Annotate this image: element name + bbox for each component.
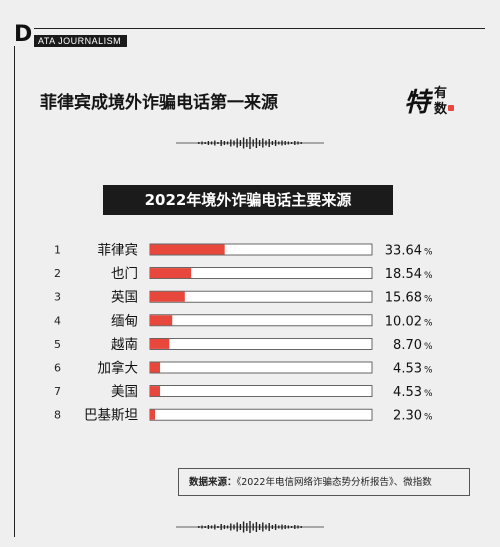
bar-track bbox=[149, 361, 373, 374]
value-unit: % bbox=[424, 295, 433, 305]
bar bbox=[150, 409, 156, 420]
value-label: 33.64 bbox=[385, 244, 422, 259]
bar bbox=[150, 268, 192, 279]
source-note: 数据来源：《2022年电信网络诈骗态势分析报告》、微指数 bbox=[178, 468, 470, 496]
brand-logo: 特 有 数 bbox=[404, 82, 460, 120]
bar bbox=[150, 291, 185, 302]
rank-label: 6 bbox=[54, 362, 61, 375]
value-label: 2.30 bbox=[393, 409, 422, 424]
value-unit: % bbox=[424, 318, 433, 328]
rank-label: 4 bbox=[54, 314, 61, 327]
bar-track bbox=[149, 337, 373, 350]
value-label: 10.02 bbox=[385, 314, 422, 329]
brand-label: ATA JOURNALISM bbox=[34, 35, 128, 47]
waveform-divider-top bbox=[176, 137, 324, 149]
bar bbox=[150, 244, 225, 255]
category-label: 越南 bbox=[111, 337, 138, 353]
rank-label: 7 bbox=[54, 385, 61, 398]
value-unit: % bbox=[424, 413, 433, 423]
value-label: 8.70 bbox=[393, 338, 422, 353]
bar-track bbox=[149, 385, 373, 398]
brand-initial: D bbox=[14, 22, 35, 47]
logo-accent-dot bbox=[448, 105, 454, 111]
category-label: 美国 bbox=[111, 384, 138, 400]
rank-label: 2 bbox=[54, 267, 61, 280]
category-label: 加拿大 bbox=[98, 360, 139, 377]
logo-char-you: 有 bbox=[434, 86, 448, 101]
category-label: 英国 bbox=[111, 289, 138, 306]
rank-label: 3 bbox=[54, 291, 61, 304]
source-text: 《2022年电信网络诈骗态势分析报告》、微指数 bbox=[236, 477, 432, 488]
bar-track bbox=[149, 408, 373, 421]
source-label: 数据来源： bbox=[189, 477, 237, 488]
category-label: 也门 bbox=[111, 266, 138, 282]
bar-track bbox=[149, 314, 373, 327]
page-title: 菲律宾成境外诈骗电话第一来源 bbox=[40, 93, 278, 113]
value-label: 4.53 bbox=[393, 385, 422, 400]
bar bbox=[150, 338, 170, 349]
value-unit: % bbox=[424, 366, 433, 376]
value-unit: % bbox=[424, 389, 433, 399]
bar bbox=[150, 315, 173, 326]
category-label: 巴基斯坦 bbox=[84, 407, 138, 424]
rank-label: 8 bbox=[54, 409, 61, 422]
value-unit: % bbox=[424, 248, 433, 258]
bar bbox=[150, 362, 161, 373]
category-label: 缅甸 bbox=[111, 313, 138, 329]
rank-label: 1 bbox=[54, 244, 61, 257]
logo-char-shu: 数 bbox=[434, 102, 448, 117]
value-unit: % bbox=[424, 342, 433, 352]
category-label: 菲律宾 bbox=[98, 243, 139, 259]
value-label: 18.54 bbox=[385, 267, 422, 282]
rank-label: 5 bbox=[54, 338, 61, 351]
logo-char-te: 特 bbox=[404, 88, 431, 118]
value-label: 4.53 bbox=[393, 362, 422, 377]
chart-subtitle: 2022年境外诈骗电话主要来源 bbox=[103, 185, 393, 215]
bar bbox=[150, 386, 161, 397]
value-unit: % bbox=[424, 271, 433, 281]
page-frame bbox=[14, 28, 485, 537]
waveform-divider-bottom bbox=[176, 521, 324, 533]
value-label: 15.68 bbox=[385, 291, 422, 306]
